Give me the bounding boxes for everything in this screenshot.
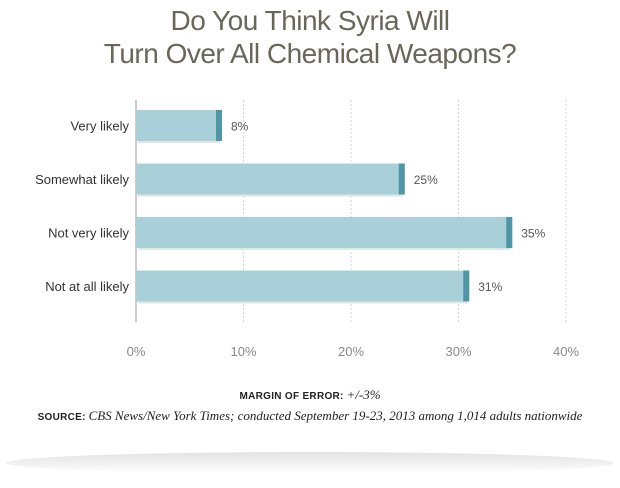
chart-title: Do You Think Syria Will Turn Over All Ch… [0,4,620,70]
value-label: 35% [521,227,545,241]
x-tick-label: 10% [230,344,256,359]
bar [136,110,222,141]
x-tick-label: 40% [553,344,579,359]
title-line-1: Do You Think Syria Will [170,5,451,36]
value-label: 31% [478,280,502,294]
bar [136,217,513,248]
card-shadow [6,452,614,474]
bar-chart: Very likely Somewhat likely Not very likel… [35,100,580,359]
bar [136,270,470,302]
bar-end-cap [463,270,470,302]
value-label: 25% [414,173,438,187]
title-line-2: Turn Over All Chemical Weapons? [103,38,517,69]
moe-value: +/-3% [346,387,381,402]
source-note: SOURCE: CBS News/New York Times; conduct… [0,408,620,424]
margin-of-error: MARGIN OF ERROR: +/-3% [0,387,620,403]
source-text: CBS News/New York Times; conducted Septe… [88,408,583,423]
bar [136,163,405,195]
value-label: 8% [231,120,249,134]
bar-end-cap [216,110,222,141]
bars [136,110,513,304]
x-tick-label: 20% [338,344,364,359]
x-tick-label: 0% [127,344,146,359]
value-labels: 8% 25% 35% 31% [231,120,546,295]
bar-end-cap [506,217,513,248]
category-label: Very likely [70,119,129,134]
category-label: Somewhat likely [35,172,129,187]
bar-end-cap [398,163,405,195]
category-label: Not at all likely [45,279,129,294]
moe-label: MARGIN OF ERROR: [239,391,344,402]
source-label: SOURCE: [37,412,86,423]
x-tick-labels: 0% 10% 20% 30% 40% [127,344,580,359]
category-labels: Very likely Somewhat likely Not very likel… [35,119,129,295]
category-label: Not very likely [48,226,129,241]
chart-card: Do You Think Syria Will Turn Over All Ch… [0,4,620,424]
x-tick-label: 30% [445,344,471,359]
